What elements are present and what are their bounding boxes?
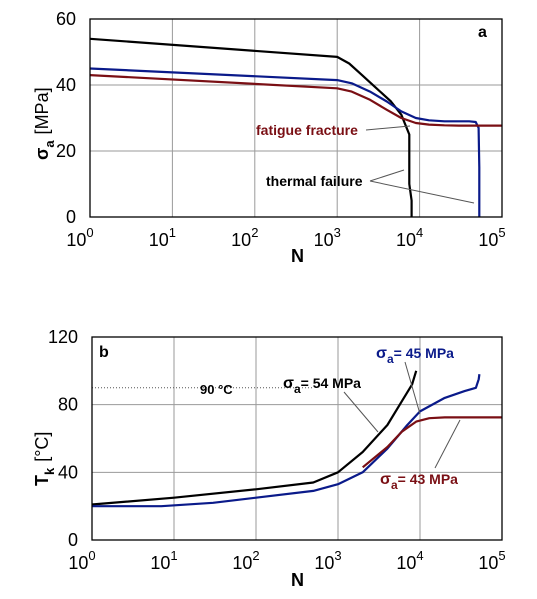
series-line-3	[89, 74, 502, 127]
x-tick-exponent: 4	[416, 548, 423, 563]
panel-b-annotation-54-sub: a	[294, 382, 301, 396]
x-tick-exponent: 2	[252, 548, 259, 563]
x-tick-base: 10	[396, 553, 416, 573]
x-tick-base: 10	[150, 553, 170, 573]
x-tick-exponent: 0	[88, 548, 95, 563]
x-tick-exponent: 2	[251, 225, 258, 240]
series-line-2	[89, 67, 481, 217]
x-tick-exponent: 5	[498, 225, 505, 240]
y-tick-label: 120	[48, 327, 78, 347]
panel-b-ylabel-unit: [°C]	[32, 432, 52, 462]
panel-a-xlabel: N	[291, 246, 304, 266]
panel-a-ylabel-sub: a	[42, 140, 57, 148]
panel-b-reference-label: 90 °C	[200, 382, 233, 397]
x-tick-exponent: 3	[334, 225, 341, 240]
x-tick-base: 10	[478, 230, 498, 250]
y-tick-label: 80	[58, 395, 78, 415]
panel-a-frame	[89, 18, 503, 218]
panel-a-label: a	[478, 24, 487, 41]
x-tick-label: 103	[314, 548, 341, 573]
series-line-2	[92, 374, 481, 508]
series-line-3	[362, 416, 502, 469]
panel-a-annotation-fatigue-fracture: fatigue fracture	[256, 122, 358, 138]
panel-a-ylabel-main: σ	[32, 148, 52, 160]
panel-b-grid	[92, 337, 502, 540]
series-line-1	[91, 370, 418, 506]
y-tick-label: 20	[56, 141, 76, 161]
panel-b-annotation-45-sub: a	[387, 352, 394, 366]
x-tick-base: 10	[231, 230, 251, 250]
panel-b-ylabel-sub: k	[42, 467, 57, 475]
y-tick-label: 0	[68, 530, 78, 550]
x-tick-label: 101	[149, 225, 176, 250]
panel-b-frame	[91, 336, 503, 541]
panel-b-annotation-45-leader	[404, 361, 421, 415]
panel-a-thermal-failure-leader-1	[369, 169, 405, 182]
x-tick-base: 10	[314, 230, 334, 250]
x-tick-exponent: 3	[334, 548, 341, 563]
x-tick-label: 104	[396, 548, 423, 573]
y-tick-label: 40	[56, 75, 76, 95]
x-tick-label: 101	[150, 548, 177, 573]
panel-b-annotation-54: σa= 54 MPa	[283, 375, 361, 396]
x-tick-label: 102	[231, 225, 258, 250]
y-tick-label: 40	[58, 462, 78, 482]
x-tick-label: 103	[314, 225, 341, 250]
y-tick-label: 60	[56, 9, 76, 29]
x-tick-base: 10	[396, 230, 416, 250]
panel-b-annotation-43: σa= 43 MPa	[380, 471, 458, 492]
panel-a-ylabel: σa [MPa]	[32, 87, 57, 160]
x-tick-exponent: 4	[416, 225, 423, 240]
x-tick-label: 102	[232, 548, 259, 573]
panel-b-annotation-54-leader	[343, 391, 379, 433]
panel-b-annotation-43-leader	[434, 419, 461, 469]
x-tick-exponent: 1	[170, 548, 177, 563]
x-tick-base: 10	[478, 553, 498, 573]
panel-a-fatigue-fracture-leader	[365, 125, 411, 131]
panel-b-annotation-43-rest: = 43 MPa	[398, 471, 459, 487]
panel-b-annotation-45-rest: = 45 MPa	[394, 345, 455, 361]
panel-b-ylabel-main: T	[32, 475, 52, 486]
x-tick-label: 105	[478, 548, 505, 573]
x-tick-label: 105	[478, 225, 505, 250]
panel-a-thermal-failure-leader-2	[369, 180, 475, 204]
x-tick-base: 10	[68, 553, 88, 573]
panel-a-ylabel-unit: [MPa]	[32, 87, 52, 134]
panel-b-annotation-43-main: σ	[380, 471, 391, 488]
panel-b-ylabel: Tk [°C]	[32, 432, 57, 486]
x-tick-exponent: 1	[169, 225, 176, 240]
x-tick-label: 104	[396, 225, 423, 250]
x-tick-label: 100	[66, 225, 93, 250]
series-line-1	[89, 37, 413, 217]
x-tick-base: 10	[66, 230, 86, 250]
panel-a-annotation-thermal-failure: thermal failure	[266, 173, 363, 189]
panel-b-label: b	[99, 344, 109, 361]
x-tick-exponent: 0	[86, 225, 93, 240]
y-tick-label: 0	[66, 207, 76, 227]
panel-b-annotation-43-sub: a	[391, 478, 398, 492]
panel-b-series	[91, 370, 502, 508]
panel-b-xlabel: N	[291, 570, 304, 590]
x-tick-base: 10	[232, 553, 252, 573]
x-tick-base: 10	[314, 553, 334, 573]
panel-b-annotation-45-main: σ	[376, 345, 387, 362]
panel-b-annotation-54-rest: = 54 MPa	[301, 375, 362, 391]
x-tick-exponent: 5	[498, 548, 505, 563]
x-tick-label: 100	[68, 548, 95, 573]
panel-b-annotation-45: σa= 45 MPa	[376, 345, 454, 366]
panel-b-annotation-54-main: σ	[283, 375, 294, 392]
x-tick-base: 10	[149, 230, 169, 250]
